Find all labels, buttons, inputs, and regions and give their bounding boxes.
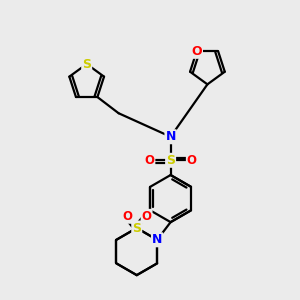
Text: S: S [132,221,141,235]
Text: N: N [165,130,176,143]
Text: O: O [122,210,132,223]
Text: S: S [166,154,175,167]
Text: O: O [187,154,197,167]
Text: O: O [142,210,152,223]
Text: N: N [152,233,162,246]
Text: O: O [144,154,154,167]
Text: S: S [82,58,91,70]
Text: O: O [191,45,202,58]
